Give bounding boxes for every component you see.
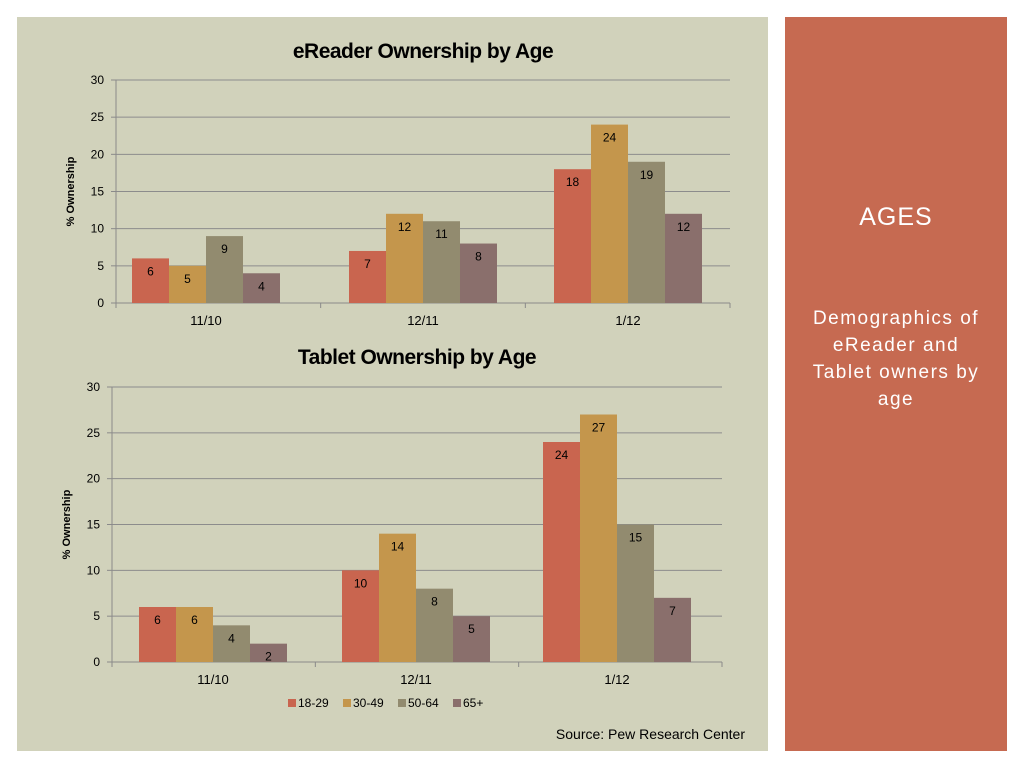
legend-entry: 65+ bbox=[463, 696, 483, 710]
legend-swatch bbox=[343, 699, 351, 707]
data-label: 27 bbox=[592, 421, 606, 435]
data-label: 12 bbox=[398, 220, 412, 234]
bar-30-49-1-12 bbox=[591, 124, 628, 303]
data-label: 10 bbox=[354, 576, 368, 590]
bar-30-49-1-12 bbox=[580, 414, 617, 662]
bar-65+-1-12 bbox=[654, 597, 691, 662]
bar-18-29-12-11 bbox=[349, 250, 386, 303]
data-label: 6 bbox=[191, 613, 198, 627]
data-label: 4 bbox=[258, 279, 265, 293]
bar-50-64-12-11 bbox=[416, 588, 453, 662]
legend-entry: 50-64 bbox=[408, 696, 439, 710]
y-tick-label: 5 bbox=[97, 259, 104, 273]
bar-18-29-1-12 bbox=[554, 169, 591, 303]
slide-title: AGES bbox=[859, 203, 933, 231]
chart-panel: eReader Ownership by Age 0 5 10 15 20 25 30% Ow… bbox=[17, 17, 768, 751]
y-axis-label: % Ownership bbox=[61, 489, 73, 559]
legend-swatch bbox=[398, 699, 406, 707]
x-tick-label: 12/11 bbox=[407, 313, 439, 328]
bar-30-49-12-11 bbox=[386, 213, 423, 303]
y-tick-label: 15 bbox=[91, 185, 105, 199]
legend-entry: 18-29 bbox=[298, 696, 329, 710]
data-label: 7 bbox=[364, 257, 371, 271]
y-tick-label: 15 bbox=[87, 518, 101, 532]
data-label: 18 bbox=[566, 175, 580, 189]
y-tick-label: 20 bbox=[87, 472, 101, 486]
legend-swatch bbox=[288, 699, 296, 707]
data-label: 8 bbox=[475, 250, 482, 264]
legend-swatch bbox=[453, 699, 461, 707]
bar-65+-11-10 bbox=[243, 273, 280, 303]
slide-subtitle: Demographics of eReader and Tablet owner… bbox=[812, 308, 980, 410]
x-tick-label: 1/12 bbox=[615, 313, 640, 328]
y-tick-label: 10 bbox=[91, 222, 105, 236]
data-label: 15 bbox=[629, 531, 643, 545]
data-label: 5 bbox=[468, 622, 475, 636]
data-label: 8 bbox=[431, 595, 438, 609]
x-tick-label: 11/10 bbox=[190, 313, 222, 328]
y-tick-label: 0 bbox=[97, 296, 104, 310]
data-label: 19 bbox=[640, 168, 654, 182]
x-tick-label: 1/12 bbox=[604, 672, 629, 687]
bar-65+-1-12 bbox=[665, 213, 702, 303]
bar-65+-12-11 bbox=[460, 243, 497, 303]
data-label: 24 bbox=[555, 448, 569, 462]
y-tick-label: 5 bbox=[93, 609, 100, 623]
y-tick-label: 20 bbox=[91, 147, 105, 161]
bar-50-64-1-12 bbox=[628, 161, 665, 303]
x-tick-label: 12/11 bbox=[400, 672, 432, 687]
y-tick-label: 25 bbox=[91, 110, 105, 124]
y-tick-label: 30 bbox=[91, 73, 105, 87]
data-label: 9 bbox=[221, 242, 228, 256]
y-tick-label: 30 bbox=[87, 380, 101, 394]
y-tick-label: 0 bbox=[93, 655, 100, 669]
bar-30-49-12-11 bbox=[379, 533, 416, 662]
chart-title: Tablet Ownership by Age bbox=[298, 346, 536, 369]
bar-18-29-11-10 bbox=[132, 258, 169, 303]
data-label: 11 bbox=[435, 227, 448, 241]
data-label: 4 bbox=[228, 631, 235, 645]
x-tick-label: 11/10 bbox=[197, 672, 229, 687]
data-label: 5 bbox=[184, 272, 191, 286]
bar-50-64-1-12 bbox=[617, 524, 654, 662]
bar-50-64-12-11 bbox=[423, 221, 460, 303]
y-tick-label: 10 bbox=[87, 563, 101, 577]
data-label: 7 bbox=[669, 604, 676, 618]
bar-18-29-12-11 bbox=[342, 570, 379, 662]
source-note: Source: Pew Research Center bbox=[556, 726, 745, 742]
legend-entry: 30-49 bbox=[353, 696, 384, 710]
sidebar-panel: AGES Demographics of eReader and Tablet … bbox=[785, 17, 1007, 751]
bar-18-29-11-10 bbox=[139, 607, 176, 662]
bar-18-29-1-12 bbox=[543, 442, 580, 662]
bar-50-64-11-10 bbox=[206, 236, 243, 303]
data-label: 14 bbox=[391, 540, 405, 554]
bar-30-49-11-10 bbox=[176, 607, 213, 662]
bar-50-64-11-10 bbox=[213, 625, 250, 662]
data-label: 24 bbox=[603, 131, 617, 145]
data-label: 2 bbox=[265, 650, 272, 664]
bar-30-49-11-10 bbox=[169, 265, 206, 303]
chart-title: eReader Ownership by Age bbox=[293, 40, 553, 63]
bar-65+-12-11 bbox=[453, 616, 490, 662]
y-axis-label: % Ownership bbox=[65, 156, 77, 226]
data-label: 12 bbox=[677, 220, 691, 234]
bar-65+-11-10 bbox=[250, 643, 287, 662]
y-tick-label: 25 bbox=[87, 426, 101, 440]
data-label: 6 bbox=[147, 264, 154, 278]
data-label: 6 bbox=[154, 613, 161, 627]
